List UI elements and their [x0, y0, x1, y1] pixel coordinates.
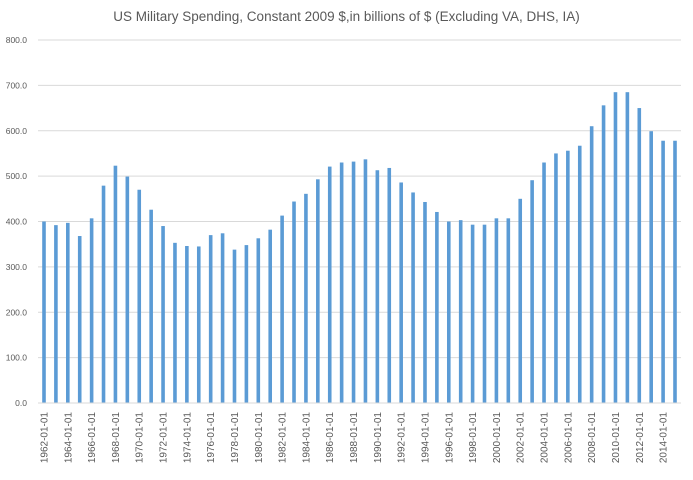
bar-1972: [161, 226, 165, 403]
x-tick-label: 1992-01-01: [397, 412, 408, 464]
bar-1971: [149, 209, 153, 403]
x-tick-label: 1968-01-01: [111, 412, 122, 464]
bar-1988: [351, 161, 356, 403]
bar-1978: [232, 249, 237, 403]
bar-2006: [566, 150, 570, 403]
bar-1992: [399, 182, 403, 403]
bar-1974: [185, 246, 189, 403]
y-tick-label: 300.0: [6, 262, 28, 272]
chart-title: US Military Spending, Constant 2009 $,in…: [113, 9, 580, 24]
x-tick-label: 1980-01-01: [254, 412, 265, 464]
bar-1985: [316, 179, 320, 403]
bar-2011: [625, 92, 630, 404]
bar-1983: [292, 201, 296, 403]
gridlines: [38, 39, 681, 359]
x-tick-label: 1994-01-01: [420, 412, 431, 464]
x-tick-label: 2004-01-01: [540, 412, 551, 464]
bar-2015: [673, 140, 677, 404]
bar-2007: [577, 145, 582, 403]
bar-1996: [446, 221, 451, 403]
y-tick-label: 400.0: [6, 217, 28, 227]
bar-2012: [637, 108, 642, 403]
y-tick-label: 0.0: [15, 398, 27, 408]
x-tick-label: 2012-01-01: [635, 412, 646, 464]
x-axis-tick-labels: 1962-01-01 1964-01-01 1966-01-01 1968-01-01…: [40, 412, 670, 464]
bar-2009: [601, 105, 606, 403]
x-tick-label: 1978-01-01: [230, 412, 241, 464]
bar-1987: [339, 162, 344, 403]
x-tick-label: 1982-01-01: [278, 412, 289, 464]
x-tick-label: 2008-01-01: [587, 412, 598, 464]
x-tick-label: 2000-01-01: [492, 412, 503, 464]
bar-1965: [77, 236, 82, 403]
bar-2002: [518, 198, 523, 403]
y-tick-label: 800.0: [6, 35, 28, 45]
bar-1980: [256, 238, 261, 403]
y-tick-label: 100.0: [6, 353, 28, 363]
bar-1984: [304, 193, 308, 403]
bar-1962: [42, 221, 46, 403]
bar-2003: [530, 180, 534, 403]
bar-1963: [54, 225, 58, 403]
bar-1975: [196, 246, 201, 403]
bar-1966: [89, 218, 94, 403]
bar-1998: [470, 224, 475, 403]
bar-1979: [244, 245, 249, 403]
x-tick-label: 2002-01-01: [516, 412, 527, 464]
bar-1994: [423, 201, 427, 403]
y-tick-label: 500.0: [6, 171, 28, 181]
x-tick-label: 1966-01-01: [87, 412, 98, 464]
bar-1970: [137, 189, 142, 403]
bar-2008: [589, 126, 594, 404]
bar-1969: [125, 176, 130, 403]
x-tick-label: 1970-01-01: [135, 412, 146, 464]
bar-1964: [66, 222, 70, 403]
bar-1989: [363, 159, 368, 403]
bar-1973: [173, 242, 177, 403]
bar-2013: [649, 131, 653, 404]
bar-2010: [613, 92, 618, 404]
bar-1986: [327, 166, 332, 403]
bar-1977: [220, 233, 225, 403]
bar-1982: [280, 215, 284, 403]
x-tick-label: 1986-01-01: [325, 412, 336, 464]
bar-1976: [208, 235, 213, 403]
y-tick-label: 700.0: [6, 80, 28, 90]
bar-2000: [494, 218, 499, 403]
bar-1967: [101, 185, 106, 403]
bar-2014: [661, 140, 665, 404]
x-tick-label: 1976-01-01: [206, 412, 217, 464]
bar-1997: [458, 220, 463, 403]
bar-1993: [411, 192, 415, 403]
x-tick-label: 1962-01-01: [40, 412, 51, 464]
x-tick-label: 1974-01-01: [182, 412, 193, 464]
bar-1991: [387, 167, 392, 403]
x-tick-label: 1998-01-01: [468, 412, 479, 464]
y-tick-label: 600.0: [6, 126, 28, 136]
bar-1999: [482, 224, 487, 403]
bar-2001: [506, 218, 511, 403]
x-tick-label: 1990-01-01: [373, 412, 384, 464]
x-tick-label: 2010-01-01: [611, 412, 622, 464]
bar-1990: [375, 170, 380, 403]
bar-1981: [268, 229, 273, 403]
x-tick-label: 2006-01-01: [563, 412, 574, 464]
bar-2004: [542, 162, 546, 403]
bars: [42, 92, 677, 404]
bar-1968: [113, 165, 118, 403]
x-tick-label: 1996-01-01: [444, 412, 455, 464]
bar-2005: [554, 153, 558, 403]
x-tick-label: 1988-01-01: [349, 412, 360, 464]
x-tick-label: 1972-01-01: [159, 412, 170, 464]
bar-1995: [435, 211, 439, 403]
x-tick-label: 1964-01-01: [63, 412, 74, 464]
x-tick-label: 2014-01-01: [659, 412, 670, 464]
x-tick-label: 1984-01-01: [301, 412, 312, 464]
y-axis-tick-labels: 0.0 100.0 200.0 300.0 400.0 500.0 600.0 700.0 80…: [6, 35, 28, 408]
y-tick-label: 200.0: [6, 307, 28, 317]
